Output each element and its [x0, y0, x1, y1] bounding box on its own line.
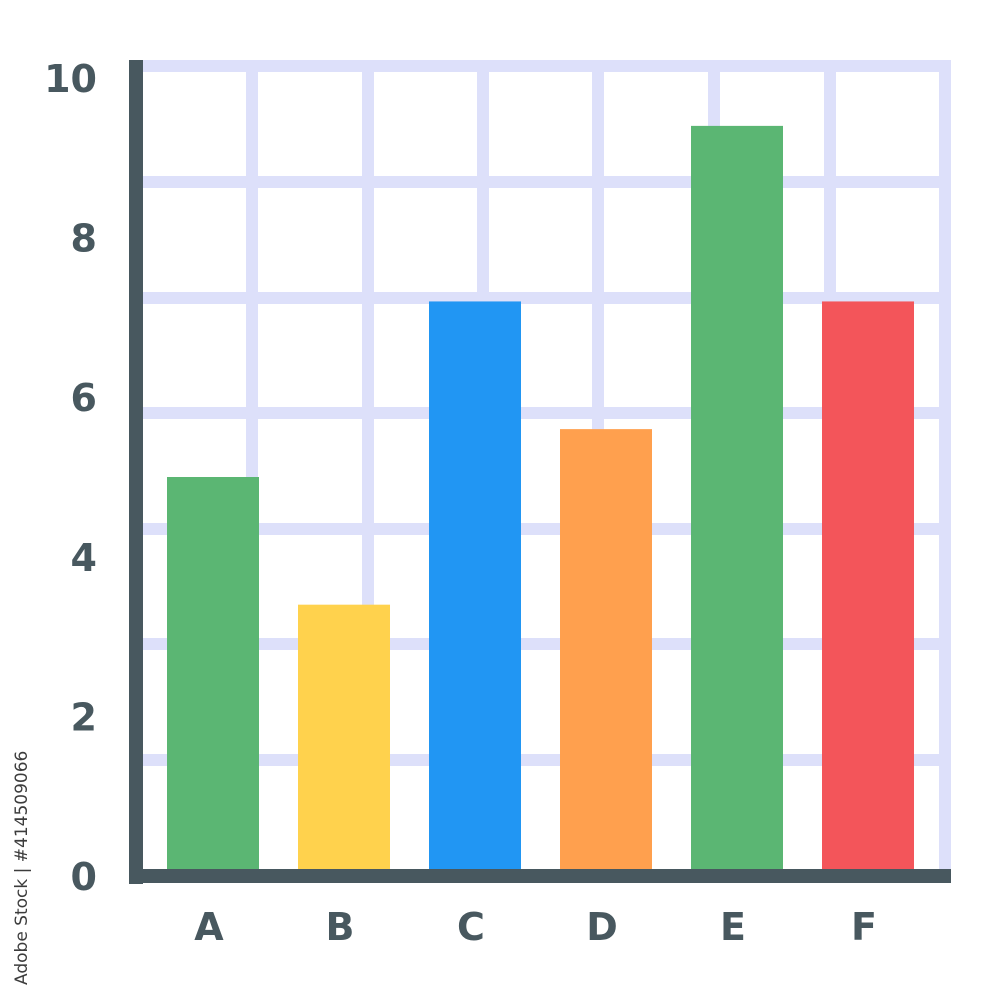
- bar-F: [822, 301, 914, 876]
- x-category-label-E: E: [720, 905, 746, 949]
- grid-hline-0: [136, 60, 951, 72]
- x-category-label-B: B: [326, 905, 355, 949]
- y-tick-label-4: 4: [71, 536, 97, 580]
- bar-A: [167, 477, 259, 876]
- stock-id-text: Adobe Stock | #414509066: [12, 751, 32, 985]
- axes: [129, 60, 951, 884]
- y-tick-label-8: 8: [71, 217, 97, 261]
- x-category-label-F: F: [851, 905, 877, 949]
- bar-C: [429, 301, 521, 876]
- x-axis-line: [129, 869, 951, 883]
- y-tick-label-6: 6: [71, 376, 97, 420]
- bar-E: [691, 125, 783, 876]
- x-category-label-A: A: [194, 905, 224, 949]
- y-tick-label-0: 0: [71, 855, 97, 899]
- bar-D: [560, 429, 652, 876]
- x-category-labels: A B C D E F: [194, 905, 877, 949]
- y-tick-labels: 0 2 4 6 8 10: [44, 57, 97, 899]
- x-category-label-C: C: [457, 905, 485, 949]
- bar-B: [298, 604, 390, 876]
- bars: [167, 125, 914, 876]
- y-tick-label-2: 2: [71, 695, 97, 739]
- grid-vline-7: [939, 60, 951, 876]
- y-axis-line: [129, 60, 143, 884]
- grid-hline-1: [136, 176, 951, 188]
- x-category-label-D: D: [586, 905, 618, 949]
- y-tick-label-10: 10: [44, 57, 97, 101]
